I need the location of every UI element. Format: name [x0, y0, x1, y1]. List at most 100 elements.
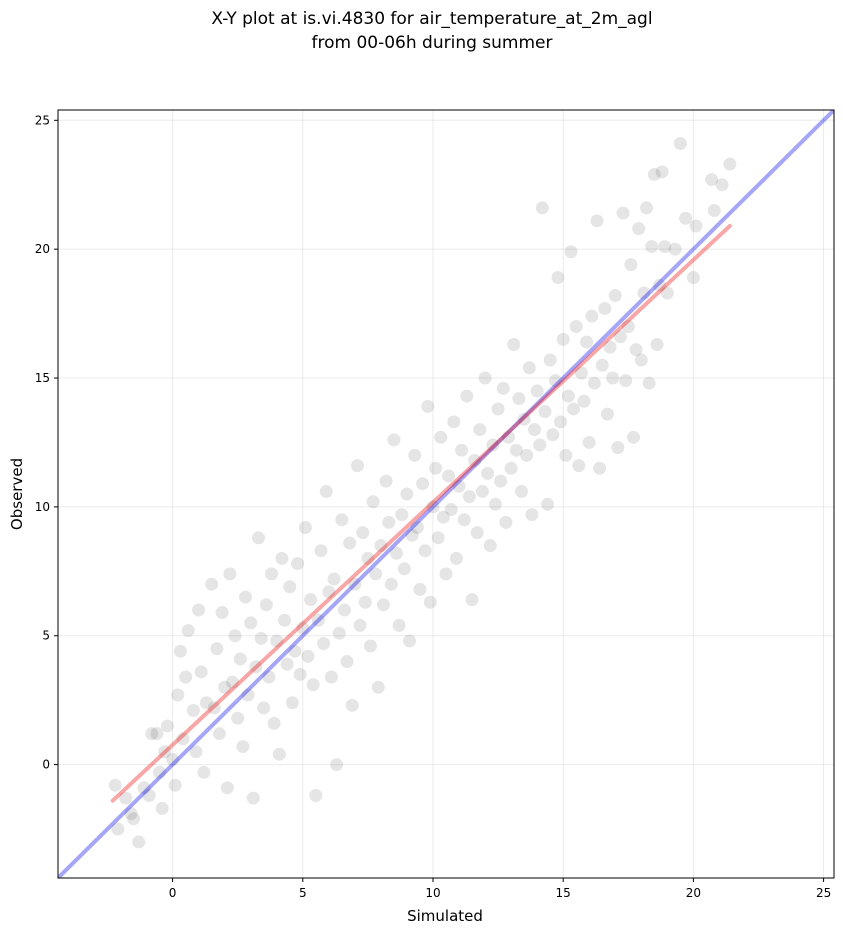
scatter-point [327, 572, 341, 586]
scatter-point [624, 258, 638, 272]
lines-group [58, 110, 834, 878]
scatter-point [212, 727, 226, 741]
scatter-point [189, 745, 203, 759]
scatter-point [254, 631, 268, 645]
scatter-point [397, 562, 411, 576]
scatter-point [650, 338, 664, 352]
scatter-point [285, 696, 299, 710]
scatter-point [436, 510, 450, 524]
x-tick-label: 10 [425, 886, 440, 900]
scatter-point [171, 688, 185, 702]
scatter-point [486, 438, 500, 452]
scatter-point [598, 301, 612, 315]
scatter-point [541, 497, 555, 511]
scatter-point [504, 461, 518, 475]
scatter-point [374, 539, 388, 553]
scatter-point [491, 402, 505, 416]
scatter-point [577, 394, 591, 408]
scatter-point [530, 384, 544, 398]
scatter-point [267, 716, 281, 730]
scatter-point [634, 353, 648, 367]
scatter-point [403, 634, 417, 648]
scatter-point [236, 740, 250, 754]
scatter-point [686, 271, 700, 285]
scatter-point [637, 286, 651, 300]
scatter-point [478, 371, 492, 385]
scatter-point [593, 461, 607, 475]
scatter-point [668, 242, 682, 256]
chart-title: X-Y plot at is.vi.4830 for air_temperatu… [211, 9, 652, 29]
scatter-point [306, 678, 320, 692]
scatter-point [548, 374, 562, 388]
scatter-point [384, 577, 398, 591]
scatter-point [483, 539, 497, 553]
scatter-point [653, 278, 667, 292]
y-axis-label: Observed [8, 458, 26, 530]
scatter-point [108, 778, 122, 792]
scatter-point [429, 461, 443, 475]
scatter-point [238, 590, 252, 604]
scatter-point [723, 157, 737, 171]
x-axis-label: Simulated [407, 907, 483, 925]
scatter-point [632, 222, 646, 236]
x-tick-label: 5 [299, 886, 307, 900]
scatter-point [460, 389, 474, 403]
scatter-point [345, 698, 359, 712]
scatter-point [567, 402, 581, 416]
scatter-point [488, 497, 502, 511]
y-tick-label: 20 [35, 242, 50, 256]
scatter-point [199, 696, 213, 710]
scatter-point [546, 428, 560, 442]
scatter-point [317, 636, 331, 650]
scatter-point [353, 618, 367, 632]
scatter-point [332, 626, 346, 640]
scatter-point [324, 670, 338, 684]
scatter-point [616, 206, 630, 220]
scatter-point [673, 137, 687, 151]
scatter-point [640, 201, 654, 215]
scatter-point [642, 376, 656, 390]
scatter-point [270, 634, 284, 648]
plot-background [58, 110, 834, 878]
scatter-point [418, 544, 432, 558]
scatter-point [465, 593, 479, 607]
y-tick-label: 5 [42, 629, 50, 643]
scatter-point [293, 667, 307, 681]
scatter-point [215, 606, 229, 620]
scatter-point [249, 660, 263, 674]
scatter-point [564, 245, 578, 259]
scatter-point [166, 752, 180, 766]
scatter-point [475, 484, 489, 498]
scatter-point [137, 781, 151, 795]
scatter-point [457, 513, 471, 527]
scatter-point [525, 508, 539, 522]
scatter-point [142, 789, 156, 803]
scatter-point [421, 399, 435, 413]
scatter-point [538, 405, 552, 419]
scatter-point [361, 551, 375, 565]
scatter-point [515, 484, 529, 498]
scatter-point [278, 613, 292, 627]
scatter-point [611, 441, 625, 455]
scatter-point [679, 211, 693, 225]
scatter-point [395, 508, 409, 522]
scatter-point [127, 812, 141, 826]
scatter-point [223, 567, 237, 581]
scatter-point [408, 448, 422, 462]
scatter-point [356, 526, 370, 540]
scatter-point [543, 353, 557, 367]
y-tick-label: 0 [42, 758, 50, 772]
reference-line [58, 110, 834, 878]
scatter-point [309, 789, 323, 803]
scatter-point [535, 201, 549, 215]
scatter-point [340, 655, 354, 669]
scatter-point [572, 459, 586, 473]
scatter-point [447, 415, 461, 429]
scatter-point [304, 593, 318, 607]
scatter-point [197, 765, 211, 779]
scatter-point [330, 758, 344, 772]
scatter-point [220, 781, 234, 795]
scatter-point [559, 448, 573, 462]
scatter-point [228, 629, 242, 643]
